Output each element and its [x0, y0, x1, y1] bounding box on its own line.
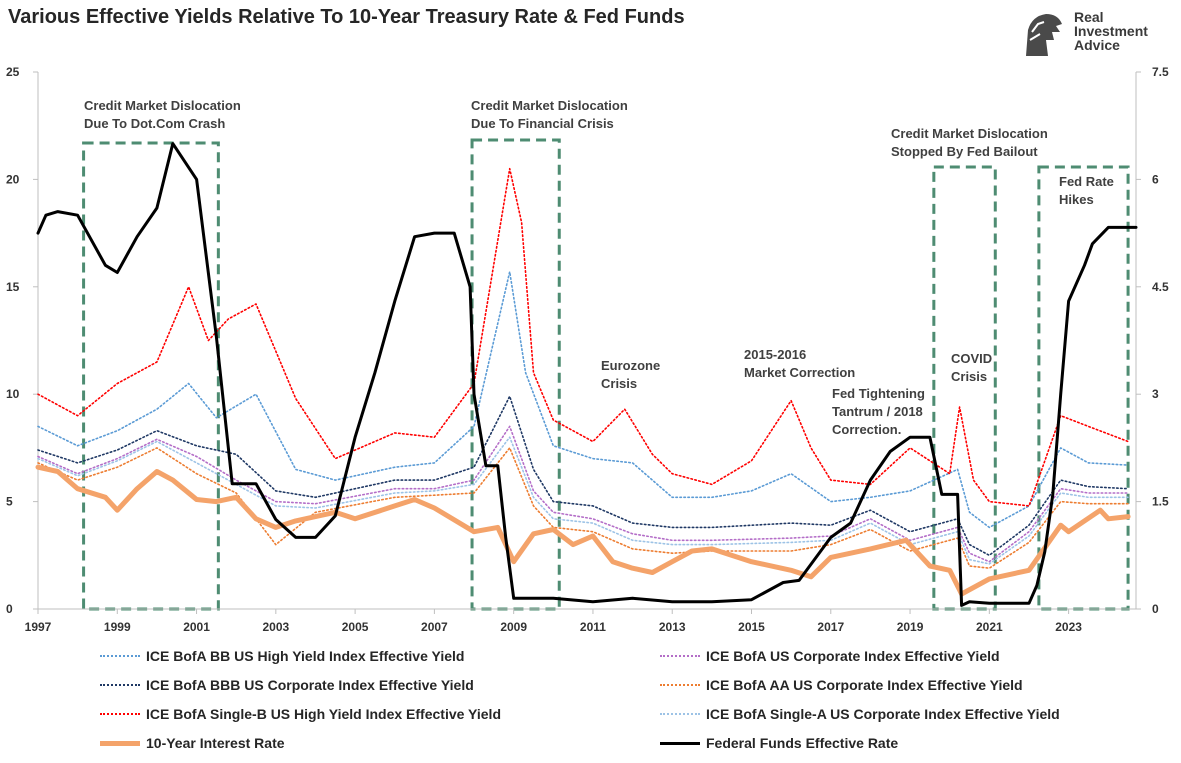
line-chart: 1997 1999 2001 2003 2005 2007 2009 2011 2013 2015…	[6, 65, 1169, 634]
legend-label: Federal Funds Effective Rate	[706, 735, 899, 751]
annotation-text: Stopped By Fed Bailout	[891, 144, 1038, 159]
x-tick-label: 2023	[1055, 620, 1082, 634]
logo-text-line2: Investment	[1074, 23, 1148, 39]
x-tick-label: 2015	[738, 620, 765, 634]
annotation-text: Fed Rate	[1059, 174, 1114, 189]
series-line-ice-bofa-bbb-us-corporate-index-effective-yield	[37, 395, 1129, 557]
legend-label: 10-Year Interest Rate	[146, 735, 285, 751]
legend-swatch	[100, 655, 140, 657]
y-tick-label: 15	[6, 280, 20, 294]
annotation: Credit Market Dislocation Due To Financia…	[471, 98, 628, 131]
x-tick-label: 2001	[183, 620, 210, 634]
annotation: Fed Rate Hikes	[1059, 174, 1114, 207]
legend-item: Federal Funds Effective Rate	[660, 735, 898, 751]
annotation-text: Tantrum / 2018	[832, 404, 923, 419]
legend-label: ICE BofA Single-B US High Yield Index Ef…	[146, 706, 501, 722]
annotation-text: Crisis	[951, 369, 987, 384]
x-tick-label: 1999	[104, 620, 131, 634]
y2-tick-label: 0	[1152, 602, 1159, 616]
y-tick-label: 25	[6, 65, 20, 79]
annotation: Credit Market Dislocation Stopped By Fed …	[891, 126, 1048, 159]
legend-label: ICE BofA AA US Corporate Index Effective…	[706, 677, 1023, 693]
lion-head-icon	[1026, 14, 1062, 56]
annotation-text: COVID	[951, 351, 992, 366]
annotation: Credit Market Dislocation Due To Dot.Com …	[84, 98, 241, 131]
series-line-ice-bofa-us-corporate-index-effective-yield	[37, 425, 1129, 563]
y2-tick-label: 6	[1152, 172, 1159, 186]
legend-label: ICE BofA US Corporate Index Effective Yi…	[706, 648, 1000, 664]
annotation: Fed Tightening Tantrum / 2018 Correction.	[832, 386, 925, 437]
logo: Real Investment Advice	[1018, 10, 1168, 60]
legend-item: 10-Year Interest Rate	[100, 735, 285, 751]
x-tick-label: 1997	[25, 620, 52, 634]
y-tick-label: 20	[6, 172, 20, 186]
legend-swatch	[660, 655, 700, 657]
x-tick-label: 2019	[897, 620, 924, 634]
annotation-text: Market Correction	[744, 365, 855, 380]
x-tick-label: 2021	[976, 620, 1003, 634]
legend-swatch	[100, 684, 140, 686]
legend-swatch	[660, 684, 700, 686]
legend-label: ICE BofA BBB US Corporate Index Effectiv…	[146, 677, 474, 693]
chart-title: Various Effective Yields Relative To 10-…	[8, 6, 685, 28]
axes: 1997 1999 2001 2003 2005 2007 2009 2011 2013 2015…	[6, 65, 1169, 634]
annotation-text: Credit Market Dislocation	[471, 98, 628, 113]
x-tick-label: 2013	[659, 620, 686, 634]
series-line-federal-funds-effective-rate	[36, 142, 1138, 607]
x-tick-label: 2017	[817, 620, 844, 634]
annotation: COVID Crisis	[951, 351, 992, 384]
annotation-text: Credit Market Dislocation	[84, 98, 241, 113]
legend-label: ICE BofA Single-A US Corporate Index Eff…	[706, 706, 1060, 722]
legend-swatch	[100, 740, 140, 746]
legend-item: ICE BofA US Corporate Index Effective Yi…	[660, 648, 1000, 664]
y2-tick-label: 7.5	[1152, 65, 1169, 79]
annotations: Credit Market Dislocation Due To Dot.Com …	[84, 98, 1114, 437]
annotation-text: Due To Dot.Com Crash	[84, 116, 225, 131]
y2-tick-label: 3	[1152, 387, 1159, 401]
logo-text-line1: Real	[1074, 9, 1104, 25]
annotation-text: Crisis	[601, 376, 637, 391]
annotation-text: 2015-2016	[744, 347, 806, 362]
annotation-text: Credit Market Dislocation	[891, 126, 1048, 141]
x-tick-label: 2009	[500, 620, 527, 634]
legend-swatch	[100, 713, 140, 715]
legend-item: ICE BofA Single-B US High Yield Index Ef…	[100, 706, 501, 722]
series-line-ice-bofa-bb-us-high-yield-index-effective-yield	[37, 270, 1129, 529]
legend-item: ICE BofA BBB US Corporate Index Effectiv…	[100, 677, 474, 693]
y-tick-label: 10	[6, 387, 20, 401]
series-line-ice-bofa-aa-us-corporate-index-effective-yield	[37, 447, 1129, 570]
series-line-ice-bofa-single-a-us-corporate-index-effective-yield	[37, 436, 1129, 565]
annotation: 2015-2016 Market Correction	[744, 347, 855, 380]
annotation-text: Fed Tightening	[832, 386, 925, 401]
annotation: Eurozone Crisis	[601, 358, 660, 391]
x-tick-label: 2011	[580, 620, 606, 634]
annotation-text: Due To Financial Crisis	[471, 116, 614, 131]
y-tick-label: 5	[6, 495, 13, 509]
legend-item: ICE BofA Single-A US Corporate Index Eff…	[660, 706, 1060, 722]
annotation-text: Eurozone	[601, 358, 660, 373]
legend-swatch	[660, 713, 700, 715]
x-tick-label: 2003	[262, 620, 289, 634]
series-line-ice-bofa-single-b-us-high-yield-index-effective-yield	[37, 167, 1129, 507]
x-tick-label: 2005	[342, 620, 369, 634]
legend-item: ICE BofA BB US High Yield Index Effectiv…	[100, 648, 464, 664]
legend-label: ICE BofA BB US High Yield Index Effectiv…	[146, 648, 465, 664]
logo-text-line3: Advice	[1074, 37, 1120, 53]
y2-tick-label: 4.5	[1152, 280, 1169, 294]
highlight-box	[82, 141, 220, 611]
highlight-box	[470, 138, 561, 611]
y2-tick-label: 1.5	[1152, 495, 1169, 509]
highlight-box	[1037, 165, 1130, 611]
series-lines	[35, 142, 1138, 607]
legend: ICE BofA BB US High Yield Index Effectiv…	[0, 640, 1181, 763]
y-tick-label: 0	[6, 602, 13, 616]
series-line-10-year-interest-rate	[35, 464, 1131, 597]
annotation-text: Correction.	[832, 422, 901, 437]
legend-item: ICE BofA AA US Corporate Index Effective…	[660, 677, 1023, 693]
annotation-text: Hikes	[1059, 192, 1094, 207]
legend-swatch	[660, 741, 700, 745]
x-tick-label: 2007	[421, 620, 448, 634]
